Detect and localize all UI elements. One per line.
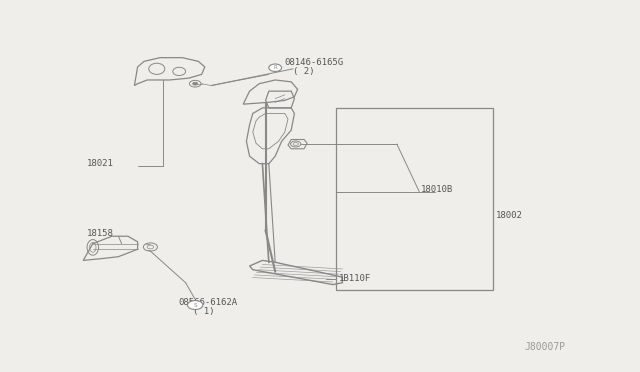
Text: 18158: 18158	[86, 229, 113, 238]
Text: 18021: 18021	[86, 158, 113, 167]
Text: 18010B: 18010B	[420, 185, 452, 193]
Text: ( 2): ( 2)	[293, 67, 315, 76]
Circle shape	[188, 301, 203, 310]
Text: ( 1): ( 1)	[193, 307, 215, 316]
Circle shape	[269, 64, 282, 71]
Text: S: S	[193, 302, 197, 308]
Text: 08566-6162A: 08566-6162A	[178, 298, 237, 307]
Text: J80007P: J80007P	[525, 341, 566, 352]
Text: 08146-6165G: 08146-6165G	[285, 58, 344, 67]
Text: R: R	[273, 65, 277, 70]
Circle shape	[193, 82, 198, 85]
Text: 1B110F: 1B110F	[339, 274, 371, 283]
Text: 18002: 18002	[496, 211, 523, 220]
